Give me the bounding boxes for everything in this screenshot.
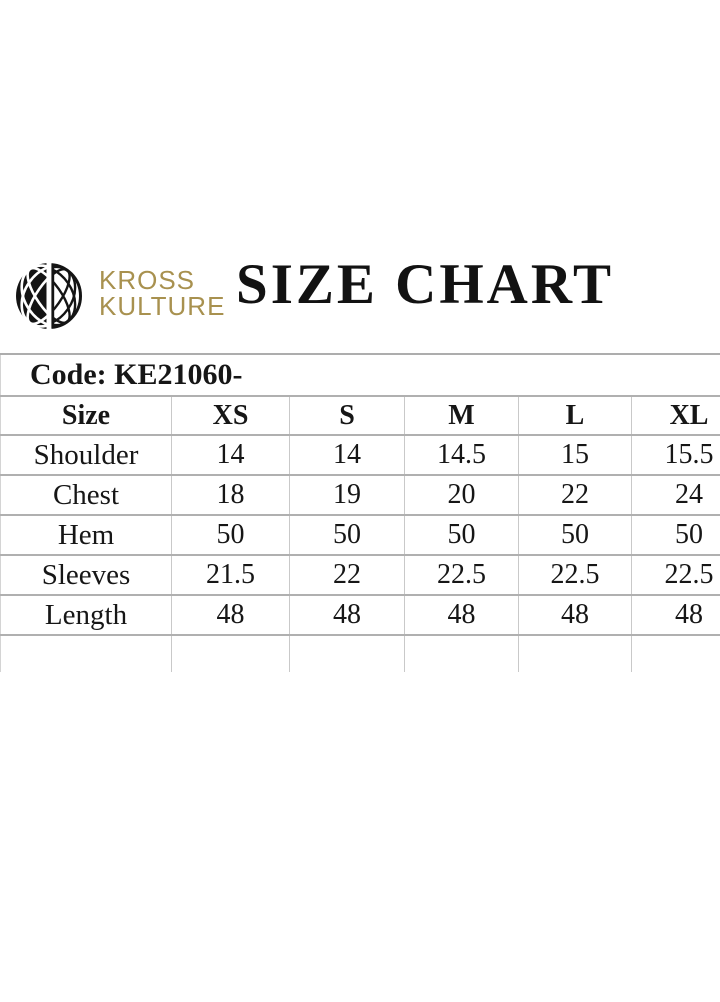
brand-name-line1: KROSS bbox=[99, 265, 196, 295]
empty-trailing-row bbox=[0, 635, 720, 672]
value-cell: 50 bbox=[518, 515, 632, 556]
empty-cell bbox=[0, 635, 172, 672]
value-cell: 50 bbox=[289, 515, 405, 556]
value-cell: 48 bbox=[289, 595, 405, 636]
brand-name-line2: KULTURE bbox=[99, 291, 226, 321]
value-cell: 22 bbox=[518, 475, 632, 516]
row-label: Shoulder bbox=[0, 435, 172, 476]
value-cell: 48 bbox=[404, 595, 519, 636]
page-title: SIZE CHART bbox=[236, 253, 615, 316]
column-header-size: Size bbox=[0, 396, 172, 436]
value-cell: 20 bbox=[404, 475, 519, 516]
product-code: Code: KE21060- bbox=[0, 354, 720, 397]
column-header-s: S bbox=[289, 396, 405, 436]
value-cell: 48 bbox=[518, 595, 632, 636]
value-cell: 14 bbox=[289, 435, 405, 476]
value-cell: 21.5 bbox=[171, 555, 290, 596]
column-header-l: L bbox=[518, 396, 632, 436]
value-cell: 24 bbox=[631, 475, 720, 516]
row-label: Length bbox=[0, 595, 172, 636]
value-cell: 48 bbox=[171, 595, 290, 636]
value-cell: 50 bbox=[171, 515, 290, 556]
value-cell: 50 bbox=[631, 515, 720, 556]
row-label: Chest bbox=[0, 475, 172, 516]
table-row-length: Length 48 48 48 48 48 bbox=[0, 595, 720, 636]
empty-cell bbox=[518, 635, 632, 672]
empty-cell bbox=[171, 635, 290, 672]
row-label: Hem bbox=[0, 515, 172, 556]
value-cell: 14.5 bbox=[404, 435, 519, 476]
value-cell: 22.5 bbox=[404, 555, 519, 596]
value-cell: 50 bbox=[404, 515, 519, 556]
empty-cell bbox=[404, 635, 519, 672]
column-header-xl: XL bbox=[631, 396, 720, 436]
size-chart-table: Code: KE21060- Size XS S M L XL Shoulder… bbox=[0, 353, 720, 672]
table-row-sleeves: Sleeves 21.5 22 22.5 22.5 22.5 bbox=[0, 555, 720, 596]
table-row-chest: Chest 18 19 20 22 24 bbox=[0, 475, 720, 516]
empty-cell bbox=[289, 635, 405, 672]
value-cell: 19 bbox=[289, 475, 405, 516]
value-cell: 14 bbox=[171, 435, 290, 476]
product-code-row: Code: KE21060- bbox=[0, 354, 720, 397]
kross-kulture-logo-icon bbox=[16, 263, 82, 329]
value-cell: 22.5 bbox=[631, 555, 720, 596]
table-row-hem: Hem 50 50 50 50 50 bbox=[0, 515, 720, 556]
column-header-m: M bbox=[404, 396, 519, 436]
value-cell: 15.5 bbox=[631, 435, 720, 476]
table-row-shoulder: Shoulder 14 14 14.5 15 15.5 bbox=[0, 435, 720, 476]
table-header-row: Size XS S M L XL bbox=[0, 396, 720, 436]
value-cell: 48 bbox=[631, 595, 720, 636]
value-cell: 18 bbox=[171, 475, 290, 516]
brand-name: KROSS KULTURE bbox=[99, 267, 225, 319]
size-chart-table-container: Code: KE21060- Size XS S M L XL Shoulder… bbox=[0, 353, 720, 672]
value-cell: 22 bbox=[289, 555, 405, 596]
value-cell: 15 bbox=[518, 435, 632, 476]
value-cell: 22.5 bbox=[518, 555, 632, 596]
column-header-xs: XS bbox=[171, 396, 290, 436]
empty-cell bbox=[631, 635, 720, 672]
row-label: Sleeves bbox=[0, 555, 172, 596]
